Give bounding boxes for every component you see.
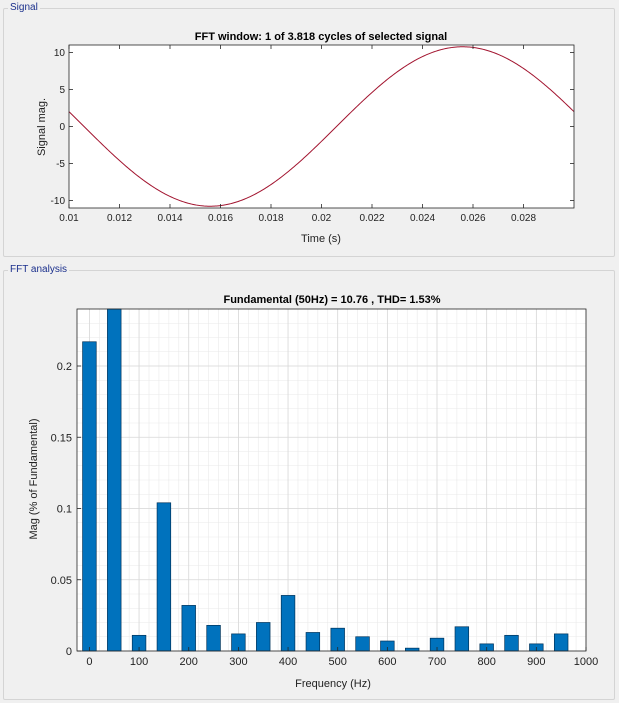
fft-panel-label: FFT analysis: [8, 264, 70, 275]
signal-x-tick-label: 0.022: [359, 213, 384, 224]
signal-chart-title: FFT window: 1 of 3.818 cycles of selecte…: [195, 31, 447, 43]
fft-x-tick-label: 800: [478, 656, 496, 668]
fft-bar: [405, 647, 420, 652]
fft-bar: [355, 636, 370, 652]
fft-bar: [206, 624, 221, 652]
fft-axes-box: [76, 308, 587, 652]
fft-x-tick-label: 400: [279, 656, 297, 668]
fft-plot-area: 0 100 200 300 400 500 600 700 800 900 1000 0 0.05 0.1…: [51, 308, 598, 668]
signal-chart-xlabel: Time (s): [301, 233, 341, 245]
signal-y-tick-label: 0: [59, 122, 65, 133]
fft-x-tick-label: 0: [86, 656, 92, 668]
fft-y-tick-label: 0.05: [51, 575, 72, 587]
signal-plot-area: 0.01 0.012 0.014 0.016 0.018 0.02 0.022 0.024 0.…: [51, 44, 575, 224]
fft-y-tick-label: 0: [66, 646, 72, 658]
signal-y-tick-label: 5: [59, 85, 65, 96]
fft-y-tick-label: 0.2: [57, 361, 72, 373]
signal-panel: [3, 8, 615, 257]
signal-y-tick-label: -10: [51, 196, 66, 207]
signal-y-tick-label: 10: [54, 48, 66, 59]
fft-bar: [454, 626, 470, 652]
signal-x-tick-label: 0.028: [511, 213, 536, 224]
signal-x-tick-label: 0.026: [460, 213, 485, 224]
fft-bar: [504, 634, 519, 652]
fft-x-tick-label: 900: [527, 656, 545, 668]
fft-x-tick-label: 600: [378, 656, 396, 668]
fft-x-tick-label: 700: [428, 656, 446, 668]
fft-bar: [156, 502, 172, 652]
signal-x-tick-label: 0.012: [107, 213, 132, 224]
signal-x-tick-label: 0.016: [208, 213, 233, 224]
signal-x-tick-label: 0.01: [59, 213, 79, 224]
fft-x-tick-label: 1000: [574, 656, 598, 668]
signal-x-tick-label: 0.018: [258, 213, 283, 224]
fft-x-tick-label: 100: [130, 656, 148, 668]
fft-chart-title: Fundamental (50Hz) = 10.76 , THD= 1.53%: [223, 294, 440, 306]
fft-x-tick-label: 300: [229, 656, 247, 668]
fft-bar: [107, 308, 122, 652]
fft-bar: [280, 595, 296, 652]
signal-x-tick-label: 0.014: [157, 213, 182, 224]
fft-x-tick-label: 500: [329, 656, 347, 668]
fft-y-tick-label: 0.15: [51, 432, 72, 444]
signal-y-tick-label: -5: [56, 159, 65, 170]
fft-bar: [82, 341, 97, 652]
signal-panel-label: Signal: [8, 2, 40, 13]
fft-bar: [305, 632, 321, 652]
fft-bar: [181, 605, 196, 652]
signal-plot-background: [69, 45, 574, 208]
signal-x-tick-label: 0.02: [312, 213, 332, 224]
fft-bar: [256, 622, 271, 652]
fft-chart-xlabel: Frequency (Hz): [295, 678, 371, 690]
fft-panel: [3, 270, 615, 700]
signal-x-tick-label: 0.024: [410, 213, 435, 224]
signal-series-line: [68, 46, 575, 207]
fft-bar: [553, 633, 569, 652]
fft-chart-ylabel: Mag (% of Fundamental): [28, 418, 40, 539]
signal-chart-ylabel: Signal mag.: [36, 98, 48, 156]
fft-y-tick-label: 0.1: [57, 504, 72, 516]
fft-x-tick-label: 200: [180, 656, 198, 668]
